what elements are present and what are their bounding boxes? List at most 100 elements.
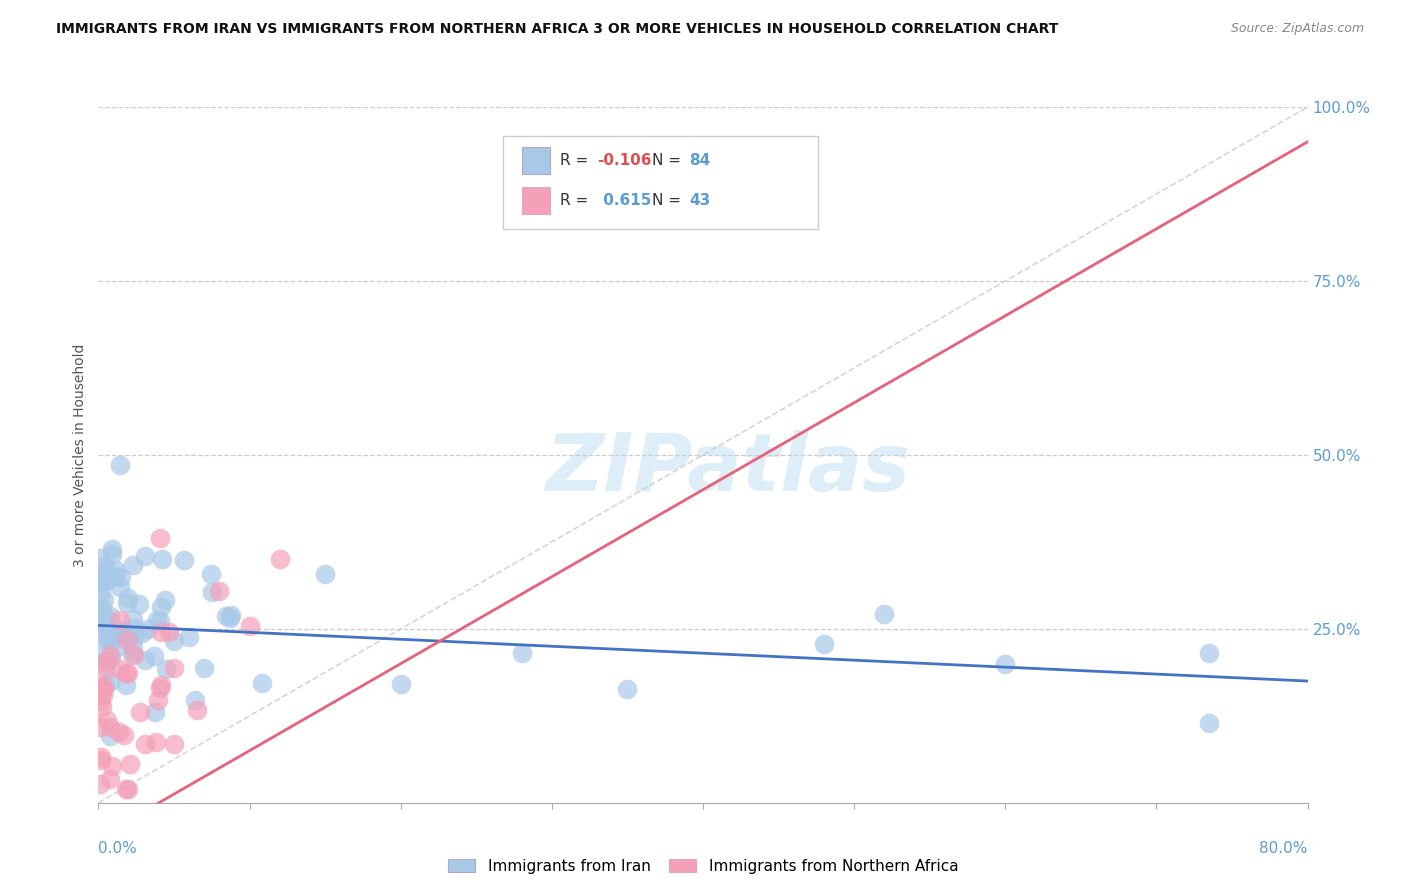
Point: [155, 662, 177, 676]
Point: [89, 574, 111, 589]
Point: [128, 597, 150, 611]
Text: R =: R =: [560, 153, 593, 168]
Point: [98, 720, 121, 734]
Point: [94, 565, 117, 579]
Point: [134, 653, 156, 667]
Point: [184, 693, 207, 707]
Point: [114, 678, 136, 692]
Point: [994, 657, 1017, 671]
Point: [162, 737, 184, 751]
Point: [146, 693, 169, 707]
Point: [149, 599, 172, 614]
Point: [128, 705, 150, 719]
Point: [100, 759, 122, 773]
Point: [219, 607, 242, 622]
Point: [105, 569, 128, 583]
Point: [89, 550, 111, 565]
Point: [96, 713, 118, 727]
Point: [149, 531, 172, 545]
Point: [121, 612, 143, 626]
Point: [1198, 646, 1220, 660]
Point: [122, 621, 145, 635]
Point: [89, 644, 111, 658]
Point: [94, 628, 117, 642]
Point: [157, 625, 180, 640]
Point: [90, 574, 112, 588]
Point: [108, 458, 131, 472]
Text: 84: 84: [689, 153, 710, 168]
Text: Source: ZipAtlas.com: Source: ZipAtlas.com: [1230, 22, 1364, 36]
Point: [94, 654, 117, 668]
Point: [163, 661, 186, 675]
Point: [90, 700, 112, 714]
Point: [193, 661, 215, 675]
Point: [98, 648, 121, 662]
Point: [149, 625, 172, 640]
Point: [117, 781, 139, 796]
Point: [117, 666, 139, 681]
Point: [149, 681, 172, 695]
Point: [115, 624, 138, 638]
Point: [186, 703, 208, 717]
Point: [143, 648, 166, 663]
Point: [117, 591, 139, 605]
Point: [91, 680, 114, 694]
Point: [153, 593, 176, 607]
Point: [90, 694, 112, 708]
Point: [219, 611, 242, 625]
Point: [93, 681, 115, 696]
Point: [269, 552, 291, 566]
Point: [115, 632, 138, 647]
Point: [96, 633, 118, 648]
Text: -0.106: -0.106: [598, 153, 652, 168]
Point: [108, 725, 131, 739]
Point: [89, 720, 111, 734]
Point: [616, 681, 638, 696]
Text: 0.0%: 0.0%: [98, 841, 138, 856]
Point: [120, 757, 142, 772]
Point: [98, 729, 121, 743]
Point: [813, 637, 835, 651]
Point: [89, 604, 111, 618]
Point: [96, 612, 118, 626]
Point: [89, 570, 111, 584]
Point: [122, 558, 145, 573]
Point: [90, 657, 112, 671]
Point: [94, 573, 117, 587]
Point: [122, 640, 145, 654]
Point: [90, 616, 112, 631]
Text: N =: N =: [652, 153, 686, 168]
Point: [201, 585, 224, 599]
Text: IMMIGRANTS FROM IRAN VS IMMIGRANTS FROM NORTHERN AFRICA 3 OR MORE VEHICLES IN HO: IMMIGRANTS FROM IRAN VS IMMIGRANTS FROM …: [56, 22, 1059, 37]
Point: [114, 781, 136, 796]
Text: 80.0%: 80.0%: [1260, 841, 1308, 856]
Point: [149, 615, 172, 629]
Point: [101, 548, 124, 562]
Point: [91, 681, 114, 695]
Point: [110, 580, 132, 594]
Point: [103, 629, 125, 643]
Point: [100, 635, 122, 649]
Text: R =: R =: [560, 194, 593, 208]
Point: [112, 728, 135, 742]
Point: [150, 551, 173, 566]
Point: [110, 569, 132, 583]
Point: [91, 600, 114, 615]
Point: [90, 749, 112, 764]
Point: [115, 665, 138, 680]
Point: [136, 623, 159, 637]
Point: [98, 772, 121, 786]
Point: [239, 619, 262, 633]
Point: [215, 608, 238, 623]
Point: [145, 735, 167, 749]
Point: [100, 609, 122, 624]
Text: N =: N =: [652, 194, 686, 208]
Point: [122, 648, 145, 662]
Point: [250, 676, 273, 690]
Point: [94, 559, 117, 574]
Point: [96, 574, 118, 588]
Point: [145, 613, 167, 627]
Point: [131, 626, 153, 640]
Point: [179, 630, 201, 644]
Text: 0.615: 0.615: [598, 194, 651, 208]
